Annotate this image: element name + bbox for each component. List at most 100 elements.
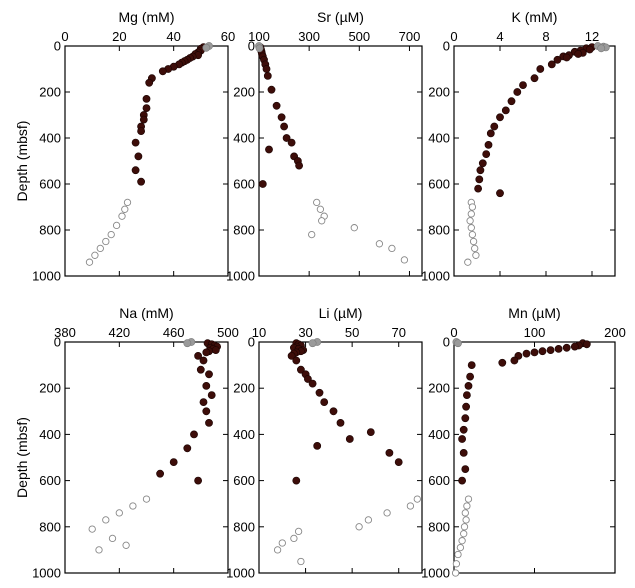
li-point-open-5 — [294, 527, 303, 536]
mn-point-open-1 — [463, 502, 471, 510]
mn-point-filled-3 — [570, 342, 579, 351]
li-ytick-label-1: 200 — [233, 381, 255, 396]
li-point-filled-25 — [292, 476, 301, 485]
mn-point-filled-20 — [458, 435, 466, 443]
k-xtick-label-1: 4 — [496, 29, 503, 44]
k-point-open-2 — [467, 210, 475, 218]
sr-point-open-6 — [375, 240, 384, 248]
mn-point-filled-14 — [466, 372, 474, 381]
mg-point-open-5 — [102, 237, 110, 246]
li-point-filled-10 — [287, 351, 296, 360]
mn-point-open-9 — [452, 560, 461, 568]
na-panel-ylabel: Depth (mbsf) — [14, 417, 30, 498]
k-point-open-3 — [466, 217, 474, 225]
sr-point-open-7 — [388, 244, 396, 253]
sr-ytick-label-5: 1000 — [226, 269, 255, 284]
na-point-open-1 — [129, 502, 137, 510]
k-ytick-label-0: 0 — [443, 39, 450, 54]
mn-ytick-label-2: 400 — [428, 427, 450, 442]
li-point-open-1 — [406, 502, 415, 510]
li-point-filled-14 — [303, 375, 312, 383]
li-point-open-7 — [278, 539, 286, 547]
sr-point-open-5 — [350, 224, 358, 232]
sr-point-filled-13 — [282, 134, 291, 142]
k-ytick-label-4: 800 — [428, 223, 450, 238]
k-point-open-8 — [472, 251, 480, 259]
sr-panel: Sr (µM) 100 300 500 700 0 200 400 600 800 1000 — [226, 9, 423, 284]
na-point-filled-13 — [202, 381, 211, 390]
mn-xtick-label-0: 0 — [450, 325, 457, 340]
na-xtick-label-2: 460 — [163, 325, 185, 340]
na-xtick-label-0: 380 — [54, 325, 76, 340]
mg-point-open-7 — [91, 251, 99, 259]
mg-point-open-2 — [118, 212, 126, 220]
mg-ytick-label-1: 200 — [39, 85, 61, 100]
mn-point-open-3 — [462, 516, 470, 524]
na-point-open-0 — [142, 495, 151, 503]
sr-point-filled-7 — [262, 65, 271, 73]
sr-plot-frame — [258, 45, 423, 277]
li-point-filled-21 — [366, 428, 375, 436]
li-point-open-6 — [290, 534, 298, 543]
mg-xtick-label-0: 0 — [61, 29, 68, 44]
li-xtick-label-2: 50 — [345, 325, 359, 340]
sr-point-filled-9 — [267, 85, 276, 94]
k-xtick-label-3: 12 — [585, 29, 599, 44]
mg-ytick-label-5: 1000 — [32, 269, 61, 284]
mg-panel: Mg (mM) Depth (mbsf) 0 20 40 60020040060080… — [14, 9, 235, 284]
na-point-filled-18 — [190, 430, 198, 439]
sr-point-filled-10 — [272, 101, 281, 110]
k-point-filled-14 — [519, 81, 527, 89]
mn-point-filled-23 — [458, 476, 466, 485]
sr-point-open-1 — [316, 205, 325, 213]
na-ytick-label-4: 800 — [39, 519, 61, 534]
sr-xtick-label-1: 300 — [298, 29, 320, 44]
mn-ytick-label-0: 0 — [443, 335, 450, 350]
mg-point-open-1 — [121, 205, 129, 213]
na-point-open-6 — [122, 541, 130, 549]
sr-point-open-3 — [318, 217, 326, 225]
mn-point-filled-16 — [462, 391, 471, 399]
k-panel-title: K (mM) — [512, 9, 558, 25]
mn-xtick-label-2: 200 — [604, 325, 626, 340]
li-point-open-4 — [355, 523, 363, 531]
k-point-filled-27 — [496, 189, 504, 198]
li-point-open-3 — [364, 516, 373, 524]
li-point-filled-23 — [394, 458, 403, 466]
na-point-filled-17 — [205, 418, 213, 427]
mn-point-filled-12 — [498, 358, 507, 367]
k-point-open-5 — [468, 230, 477, 239]
mg-point-filled-14 — [158, 67, 167, 76]
mg-panel-ylabel: Depth (mbsf) — [14, 121, 30, 202]
mg-xtick-label-1: 20 — [112, 29, 126, 44]
k-ytick-label-1: 200 — [428, 85, 450, 100]
na-point-open-2 — [115, 509, 123, 517]
k-point-open-7 — [471, 244, 479, 253]
k-point-open-1 — [468, 203, 477, 211]
mn-point-filled-4 — [562, 343, 571, 352]
sr-point-filled-11 — [277, 113, 286, 122]
mn-panel: Mn (µM) 0 100 200 0 200 400 600 800 1000 — [421, 305, 626, 581]
k-point-filled-26 — [474, 184, 482, 193]
mg-point-filled-24 — [134, 152, 143, 161]
li-point-filled-18 — [329, 407, 338, 416]
mg-point-filled-17 — [142, 95, 151, 103]
li-ytick-label-0: 0 — [248, 335, 255, 350]
mn-point-filled-17 — [462, 402, 470, 411]
mn-point-filled-6 — [546, 346, 555, 354]
li-xtick-label-3: 70 — [391, 325, 405, 340]
mn-ytick-label-4: 800 — [428, 519, 450, 534]
mg-point-open-6 — [96, 244, 104, 253]
na-point-filled-19 — [183, 444, 192, 453]
k-point-open-6 — [469, 237, 478, 246]
mg-point-open-4 — [107, 230, 115, 239]
na-panel-title: Na (mM) — [119, 305, 173, 321]
mg-ytick-label-2: 400 — [39, 131, 61, 146]
mg-point-gray-1 — [202, 43, 211, 52]
sr-ytick-label-4: 800 — [233, 223, 255, 238]
k-ytick-label-2: 400 — [428, 131, 450, 146]
mn-point-open-2 — [461, 509, 469, 517]
li-plot-frame — [258, 341, 423, 574]
mn-point-filled-11 — [510, 356, 519, 365]
k-point-filled-22 — [482, 150, 491, 158]
